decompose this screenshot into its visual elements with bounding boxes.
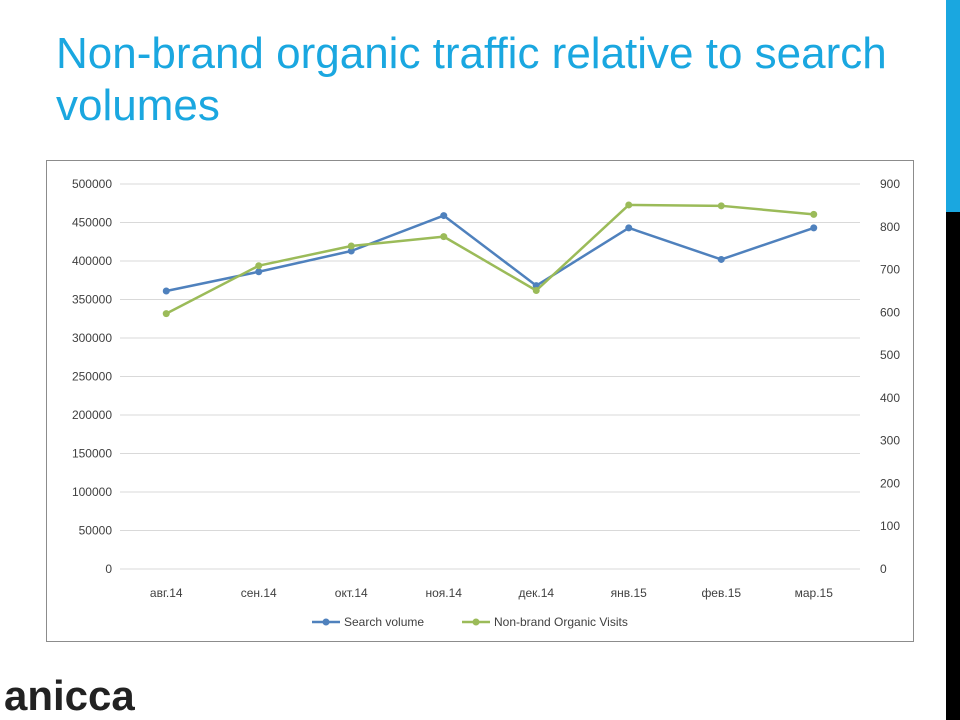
- y-left-tick-label: 150000: [72, 447, 112, 461]
- x-tick-label: янв.15: [611, 586, 648, 600]
- data-point-search-volume: [810, 224, 818, 232]
- y-right-tick-label: 200: [880, 476, 900, 490]
- y-right-tick-label: 600: [880, 305, 900, 319]
- data-point-organic-visits: [255, 262, 263, 270]
- legend-label: Search volume: [344, 615, 424, 629]
- data-point-search-volume: [347, 247, 355, 255]
- x-tick-label: дек.14: [518, 586, 554, 600]
- data-point-search-volume: [717, 255, 725, 263]
- x-tick-label: окт.14: [335, 586, 368, 600]
- x-tick-label: ноя.14: [426, 586, 463, 600]
- data-point-organic-visits: [810, 210, 818, 218]
- data-point-search-volume: [162, 287, 170, 295]
- y-right-tick-label: 700: [880, 263, 900, 277]
- data-point-search-volume: [255, 268, 263, 276]
- y-left-tick-label: 200000: [72, 408, 112, 422]
- chart-container: 0 50000 100000 150000 200000 250000 300000 3500…: [46, 160, 914, 642]
- y-right-tick-label: 900: [880, 177, 900, 191]
- anicca-logo: anicca: [4, 672, 135, 719]
- slide-title: Non-brand organic traffic relative to se…: [56, 29, 887, 130]
- y-left-tick-label: 100000: [72, 485, 112, 499]
- x-tick-label: сен.14: [241, 586, 277, 600]
- y-left-tick-label: 500000: [72, 177, 112, 191]
- y-left-tick-label: 300000: [72, 331, 112, 345]
- series-line-organic-visits: [165, 203, 814, 315]
- y-left-tick-label: 350000: [72, 293, 112, 307]
- data-point-organic-visits: [625, 201, 633, 209]
- accent-bar-bottom: [946, 212, 960, 720]
- y-left-tick-label: 0: [105, 562, 112, 576]
- y-left-tick-label: 50000: [79, 524, 113, 538]
- data-point-organic-visits: [440, 233, 448, 241]
- x-tick-label: мар.15: [795, 586, 834, 600]
- y-right-tick-label: 400: [880, 391, 900, 405]
- legend-label: Non-brand Organic Visits: [494, 615, 628, 629]
- y-right-tick-label: 800: [880, 220, 900, 234]
- legend-marker: [472, 618, 480, 626]
- data-point-search-volume: [440, 212, 448, 220]
- data-point-organic-visits: [532, 287, 540, 295]
- series-line-search-volume: [165, 214, 815, 293]
- data-point-organic-visits: [162, 310, 170, 318]
- x-tick-label: фев.15: [701, 586, 741, 600]
- data-point-organic-visits: [717, 202, 725, 210]
- accent-bar-top: [946, 0, 960, 212]
- data-point-organic-visits: [347, 242, 355, 250]
- y-left-tick-label: 250000: [72, 370, 112, 384]
- y-right-tick-label: 100: [880, 519, 900, 533]
- data-point-search-volume: [625, 224, 633, 232]
- y-right-tick-label: 500: [880, 348, 900, 362]
- x-tick-label: авг.14: [150, 586, 183, 600]
- line-chart: 0 50000 100000 150000 200000 250000 300000 3500…: [72, 177, 900, 629]
- y-left-tick-label: 450000: [72, 216, 112, 230]
- y-left-tick-label: 400000: [72, 254, 112, 268]
- legend-marker: [322, 618, 330, 626]
- y-right-tick-label: 300: [880, 434, 900, 448]
- y-right-tick-label: 0: [880, 562, 887, 576]
